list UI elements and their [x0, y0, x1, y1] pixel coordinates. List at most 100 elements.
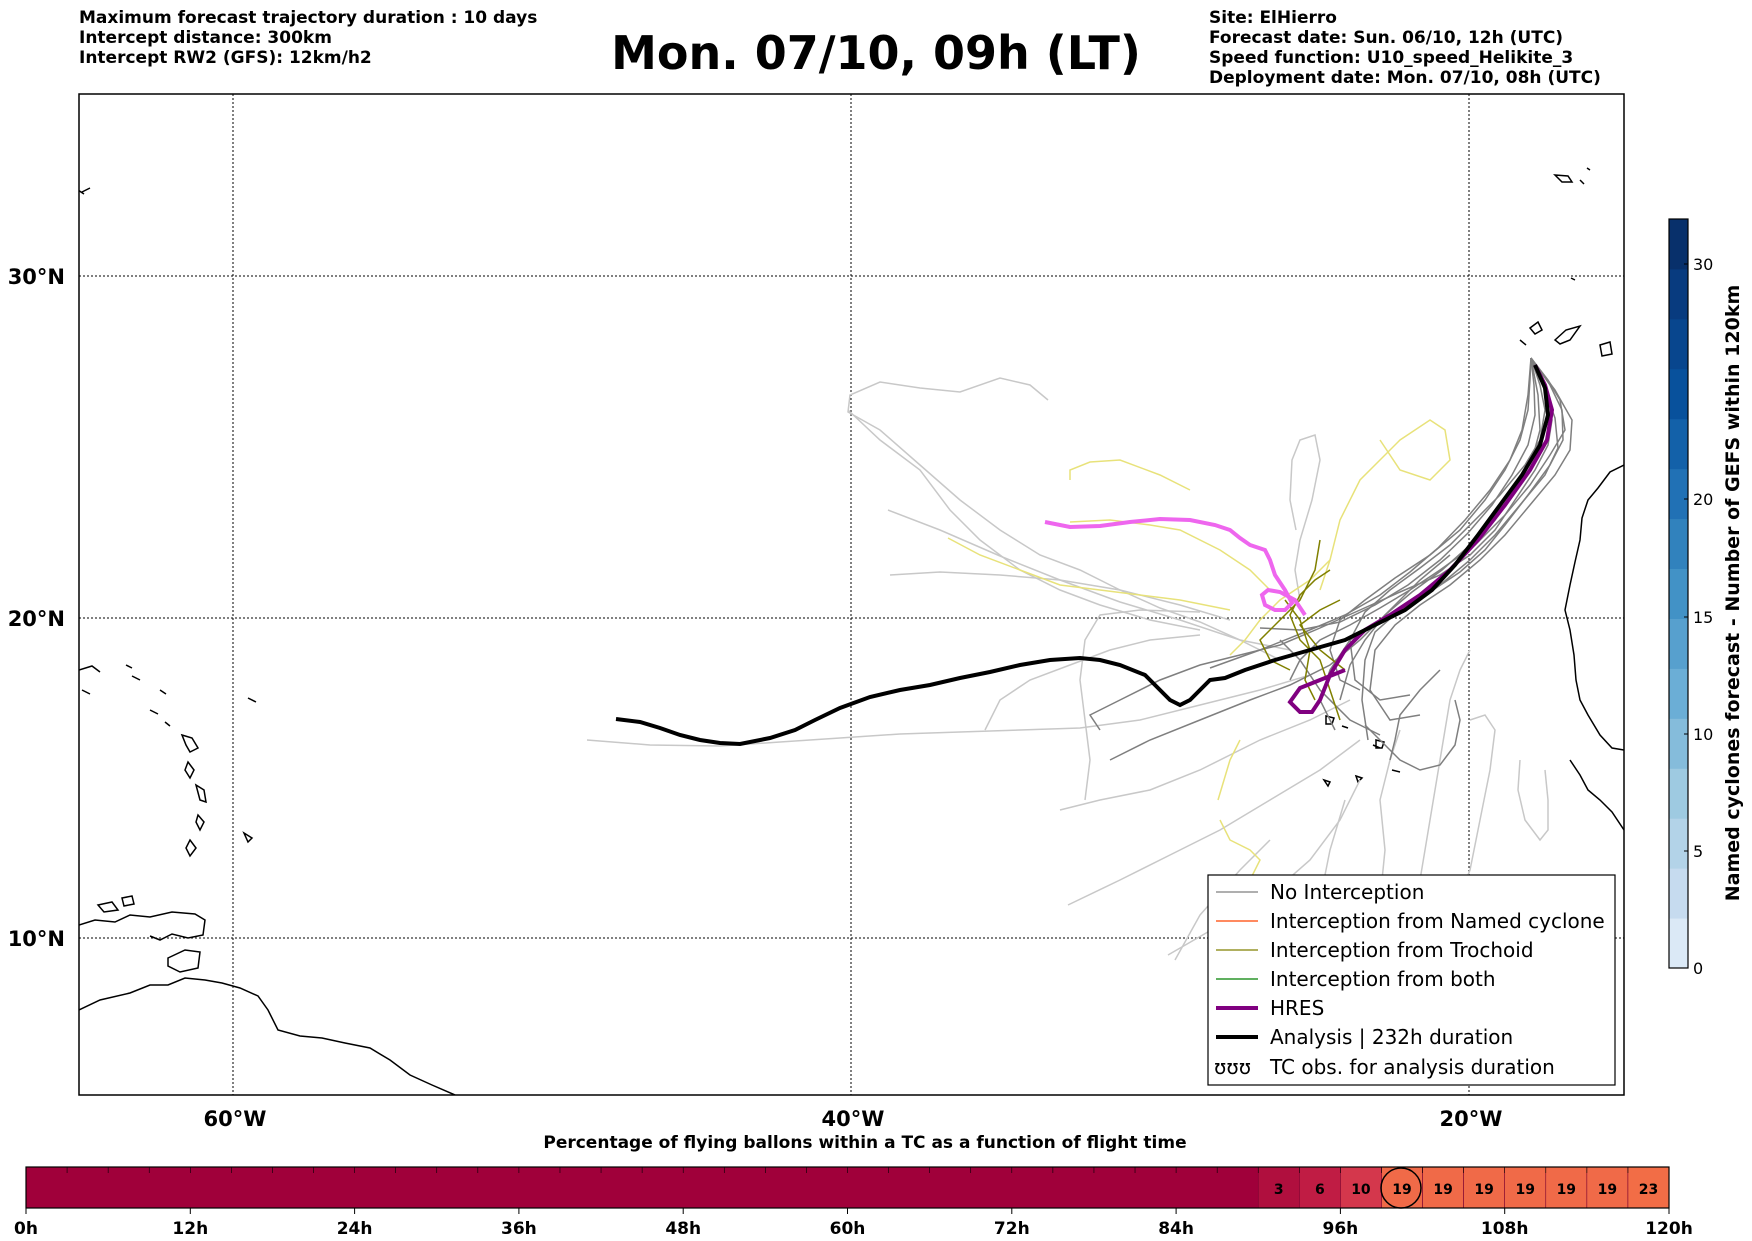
- tc-obs-symbol: ʊʊʊ: [1214, 1055, 1251, 1079]
- lesser-antilles-6: [242, 831, 254, 844]
- longitude-labels: 60°W 40°W 20°W: [204, 1107, 1503, 1131]
- lat-label-30n: 30°N: [8, 265, 65, 289]
- analysis-track: [615, 364, 1551, 747]
- intercept-rw2-text: Intercept RW2 (GFS): 12km/h2: [79, 48, 372, 68]
- colorbar-cell: [1669, 768, 1688, 819]
- colorbar-cell: [1669, 618, 1688, 669]
- colorbar-tick-15: 15: [1693, 608, 1713, 627]
- madeira-islands: [1553, 167, 1591, 185]
- faded-track: [1289, 434, 1321, 601]
- timebar-minor-ticks: [66, 1167, 1629, 1173]
- legend-label: No Interception: [1270, 880, 1424, 904]
- page-title: Mon. 07/10, 09h (LT): [611, 26, 1141, 80]
- legend-label: Interception from both: [1270, 967, 1496, 991]
- timebar-current-marker: [1380, 1167, 1422, 1209]
- no-interception-track: [1361, 357, 1564, 741]
- timebar-cell-value: 3: [1274, 1182, 1284, 1198]
- faded-trochoid-track: [1069, 459, 1191, 491]
- timebar-title: Percentage of flying ballons within a TC…: [543, 1133, 1186, 1153]
- timebar-cell-value: 19: [1392, 1182, 1411, 1198]
- colorbar-cell: [1669, 468, 1688, 520]
- timebar-cell: [1422, 1166, 1464, 1209]
- faded-trochoid-track: [1319, 419, 1451, 591]
- timebar-cell: [1463, 1166, 1506, 1209]
- timebar-tick-label: 120h: [1645, 1219, 1693, 1239]
- max-duration-text: Maximum forecast trajectory duration : 1…: [79, 8, 538, 28]
- faded-trochoid-track: [947, 537, 1231, 611]
- graticule: [79, 94, 1624, 1095]
- no-interception-track: [1259, 357, 1536, 631]
- timebar-cell-value: 19: [1515, 1182, 1534, 1198]
- no-interception-track: [1364, 699, 1461, 771]
- timebar-tick-labels: 0h 12h 24h 36h 48h 60h 72h 84h 96h 108h 120h: [14, 1208, 1693, 1239]
- lat-label-10n: 10°N: [8, 927, 65, 951]
- timebar-tick-label: 60h: [830, 1219, 866, 1239]
- legend-label: Analysis | 232h duration: [1270, 1025, 1513, 1049]
- faded-trochoid-track: [1069, 519, 1271, 591]
- no-interception-track: [1349, 357, 1546, 701]
- timebar-tick-label: 84h: [1158, 1219, 1194, 1239]
- site-text: Site: ElHierro: [1209, 8, 1337, 28]
- timebar-tick-label: 108h: [1481, 1219, 1529, 1239]
- colorbar-cell: [1669, 568, 1688, 619]
- faded-trochoid-tracks: [947, 419, 1451, 891]
- speed-function-text: Speed function: U10_speed_Helikite_3: [1209, 48, 1574, 68]
- lesser-antilles-2: [184, 760, 195, 780]
- deployment-date-text: Deployment date: Mon. 07/10, 08h (UTC): [1209, 68, 1601, 88]
- colorbar-cell: [1669, 318, 1688, 370]
- trochoid-track: [1298, 599, 1346, 671]
- timebar-cell-value: 6: [1315, 1182, 1325, 1198]
- legend-entries: No Interception Interception from Named c…: [1216, 880, 1605, 1049]
- african-coast-south: [1569, 759, 1624, 831]
- colorbar-tick-30: 30: [1693, 255, 1713, 274]
- faded-track: [887, 509, 1291, 651]
- colorbar-cell: [1669, 868, 1688, 919]
- colorbar-frame: [1668, 218, 1689, 969]
- timebar-tick-label: 0h: [14, 1219, 38, 1239]
- hres-faded-track: [1044, 516, 1307, 617]
- canary-islands: [1519, 277, 1613, 357]
- colorbar-cell: [1669, 368, 1688, 420]
- legend: No Interception Interception from Named c…: [1207, 874, 1616, 1086]
- african-coast: [1564, 464, 1624, 751]
- tc-obs-label: TC obs. for analysis duration: [1269, 1055, 1555, 1079]
- timebar-cells: 3 6 10 19 19 19 19 19 19 23: [1257, 1166, 1670, 1209]
- legend-label: Interception from Trochoid: [1270, 938, 1534, 962]
- colorbar-gradient: [1669, 219, 1688, 969]
- colorbar-cell: [1669, 219, 1688, 270]
- colorbar-cell: [1669, 818, 1688, 869]
- colorbar-tick-0: 0: [1693, 959, 1703, 978]
- colorbar-cell: [1669, 918, 1688, 969]
- leeward-islands: [79, 664, 257, 727]
- colorbar-cell: [1669, 268, 1688, 320]
- flight-time-bar: Percentage of flying ballons within a TC…: [14, 1133, 1693, 1239]
- colorbar-tick-20: 20: [1693, 490, 1713, 509]
- timebar-cell-value: 23: [1639, 1182, 1658, 1198]
- lon-label-20w: 20°W: [1440, 1107, 1503, 1131]
- lat-label-20n: 20°N: [8, 607, 65, 631]
- bermuda-like-islet: [79, 187, 91, 195]
- colorbar-cell: [1669, 668, 1688, 719]
- faded-trochoid-track: [1229, 559, 1331, 656]
- colorbar-cell: [1669, 718, 1688, 769]
- colorbar-ticks: 0 5 10 15 20 30: [1684, 255, 1713, 978]
- no-interception-track: [1369, 357, 1573, 721]
- faded-track: [1517, 759, 1549, 842]
- legend-label: HRES: [1270, 996, 1324, 1020]
- faded-track: [586, 674, 1311, 747]
- faded-track: [889, 571, 1231, 621]
- venezuela-islands: [96, 895, 135, 913]
- lon-label-40w: 40°W: [822, 1107, 885, 1131]
- faded-track: [984, 634, 1201, 731]
- timebar-tick-label: 36h: [501, 1219, 537, 1239]
- timebar-cell-value: 19: [1598, 1182, 1617, 1198]
- timebar-cell: [1586, 1166, 1629, 1209]
- timebar-cell: [1627, 1166, 1670, 1209]
- colorbar-cell: [1669, 418, 1688, 470]
- timebar-cell-value: 10: [1351, 1182, 1371, 1198]
- faded-track: [1059, 699, 1351, 811]
- legend-label: Interception from Named cyclone: [1270, 909, 1605, 933]
- no-interception-track: [1389, 669, 1441, 761]
- timebar-tick-label: 24h: [337, 1219, 373, 1239]
